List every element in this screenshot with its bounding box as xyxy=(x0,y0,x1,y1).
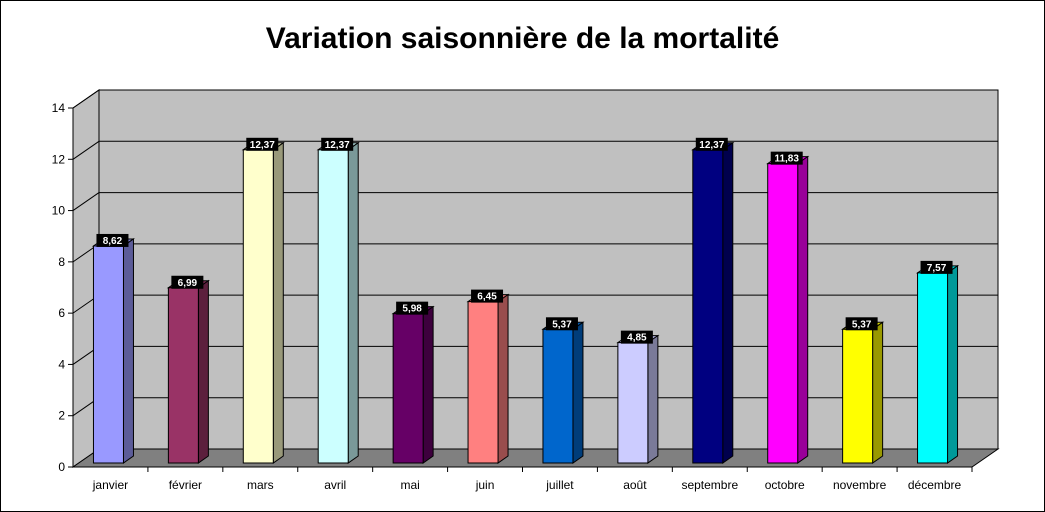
x-tick-label: août xyxy=(623,478,647,492)
data-label: 4,85 xyxy=(627,333,647,344)
bar-side xyxy=(872,321,884,464)
data-label: 8,62 xyxy=(103,236,123,247)
bar xyxy=(617,342,649,464)
data-label-box xyxy=(471,289,504,303)
y-tick-label: 14 xyxy=(52,101,66,115)
bar-side xyxy=(947,264,959,464)
data-label: 12,37 xyxy=(325,140,350,151)
x-tick-label: novembre xyxy=(833,478,887,492)
data-label-box xyxy=(171,275,204,289)
x-tick-label: janvier xyxy=(92,478,128,492)
data-label-box xyxy=(695,137,728,151)
y-tick-label: 0 xyxy=(58,460,65,474)
bar-side xyxy=(272,141,284,464)
bar xyxy=(542,328,574,464)
chart-title: Variation saisonnière de la mortalité xyxy=(265,22,780,55)
bar-side xyxy=(797,155,809,464)
data-label-box xyxy=(770,151,803,165)
data-label: 12,37 xyxy=(699,140,724,151)
data-label-box xyxy=(920,260,953,274)
y-tick-label: 8 xyxy=(58,255,65,269)
bar-side xyxy=(197,279,209,464)
bar xyxy=(842,328,874,464)
bar-side xyxy=(422,305,434,464)
y-tick-label: 2 xyxy=(58,409,65,423)
bar-side xyxy=(722,141,734,464)
gridline-side xyxy=(72,140,100,160)
bar-side xyxy=(497,293,509,464)
bar xyxy=(242,149,274,464)
x-tick-label: mars xyxy=(247,478,274,492)
data-label: 12,37 xyxy=(250,140,275,151)
y-tick-label: 6 xyxy=(58,306,65,320)
bar xyxy=(167,287,199,464)
data-label-box xyxy=(246,137,279,151)
y-tick-label: 10 xyxy=(52,204,66,218)
y-tick-label: 12 xyxy=(52,152,66,166)
bar xyxy=(392,313,424,464)
bar-side xyxy=(647,334,659,464)
bar-side xyxy=(347,141,359,464)
x-tick-label: juin xyxy=(475,478,495,492)
x-tick-label: septembre xyxy=(681,478,738,492)
bar-side xyxy=(122,237,134,464)
x-tick-label: mai xyxy=(400,478,419,492)
bar xyxy=(767,163,799,464)
data-label: 6,99 xyxy=(178,278,198,289)
bar xyxy=(92,245,124,464)
gridline-side xyxy=(72,192,100,211)
data-label-box xyxy=(545,317,578,331)
data-label-box xyxy=(321,137,354,151)
data-label-box xyxy=(620,330,653,344)
data-label: 5,37 xyxy=(552,319,572,330)
bar xyxy=(692,149,724,464)
data-label-box xyxy=(845,317,878,331)
data-label-box xyxy=(396,301,429,315)
data-label: 5,37 xyxy=(852,319,872,330)
x-tick-label: décembre xyxy=(908,478,962,492)
bar xyxy=(317,149,349,464)
x-tick-label: juillet xyxy=(545,478,574,492)
y-tick-label: 4 xyxy=(58,357,65,371)
x-tick-label: avril xyxy=(324,478,346,492)
data-label: 7,57 xyxy=(927,263,947,274)
bar-side xyxy=(572,321,584,464)
data-label-box xyxy=(96,233,129,247)
bar xyxy=(467,301,499,464)
gridline-side xyxy=(72,89,100,109)
bar xyxy=(917,272,949,464)
data-label: 11,83 xyxy=(774,154,799,165)
x-tick-label: février xyxy=(169,478,202,492)
data-label: 6,45 xyxy=(477,292,497,303)
x-tick-label: octobre xyxy=(765,478,805,492)
data-label: 5,98 xyxy=(402,304,422,315)
